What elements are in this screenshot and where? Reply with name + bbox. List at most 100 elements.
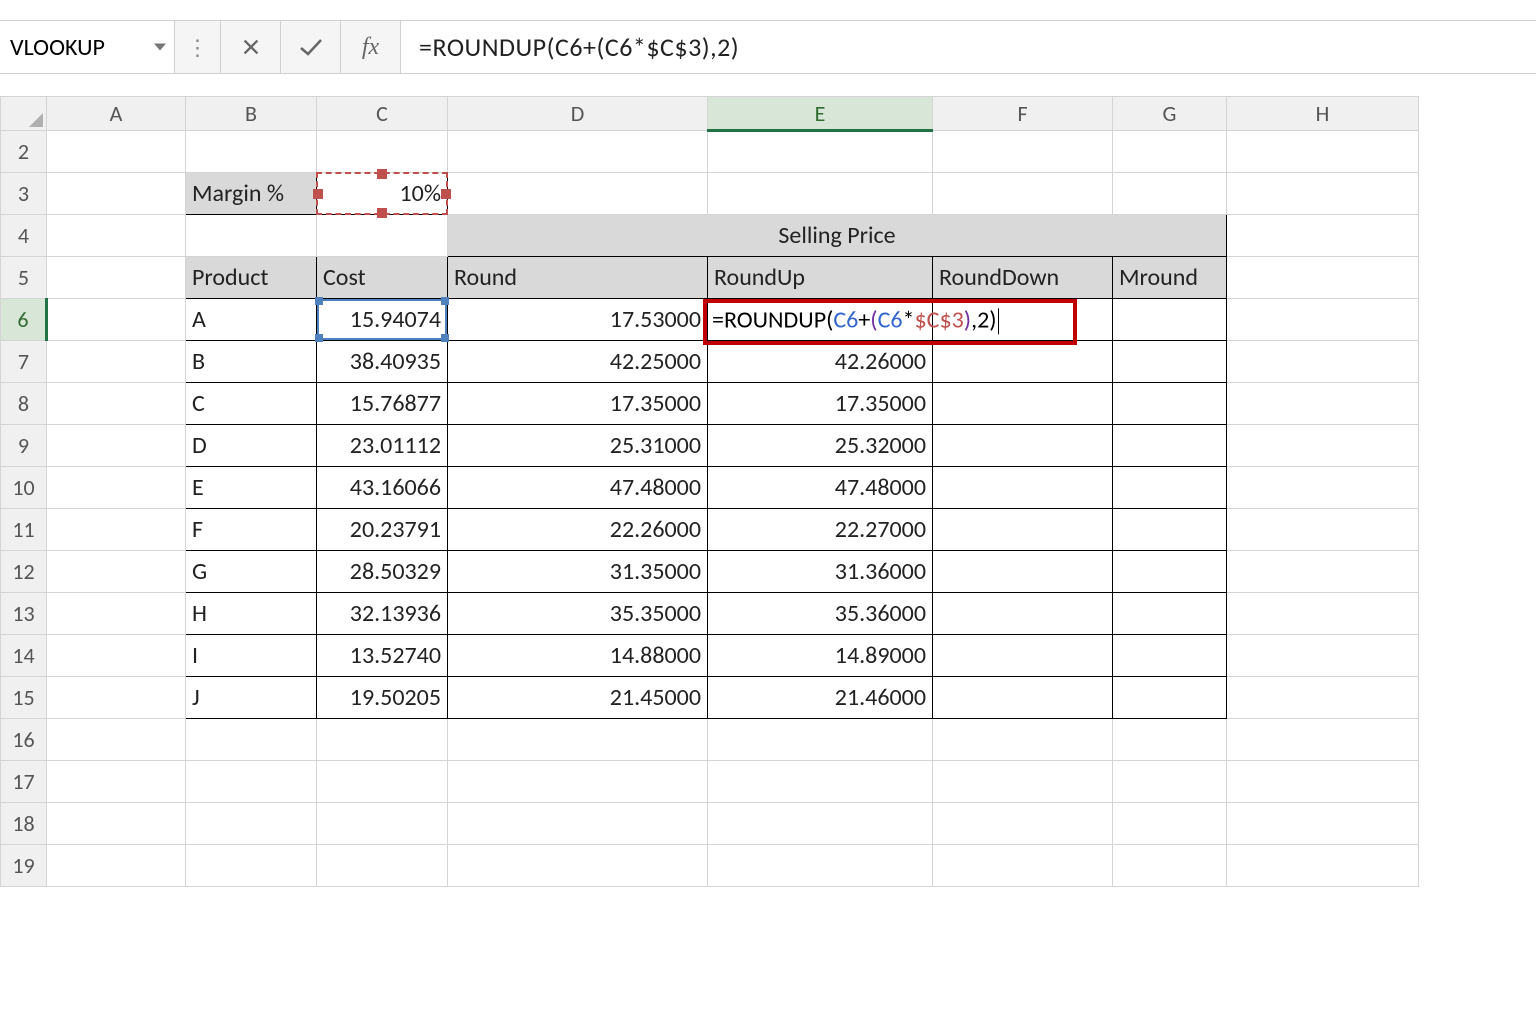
cell-D12[interactable]: 31.35000: [448, 551, 708, 593]
cell-E9[interactable]: 25.32000: [708, 425, 933, 467]
name-box-dropdown-icon[interactable]: [154, 44, 166, 51]
cell-C3[interactable]: 10%: [317, 173, 448, 215]
cell-D5[interactable]: Round: [448, 257, 708, 299]
cell-G10[interactable]: [1113, 467, 1227, 509]
cell-C13[interactable]: 32.13936: [317, 593, 448, 635]
row-header-9[interactable]: 9: [1, 425, 47, 467]
cell-G7[interactable]: [1113, 341, 1227, 383]
cell-G9[interactable]: [1113, 425, 1227, 467]
cell-C12[interactable]: 28.50329: [317, 551, 448, 593]
col-header-F[interactable]: F: [933, 97, 1113, 131]
row-header-19[interactable]: 19: [1, 845, 47, 887]
cell-B12[interactable]: G: [186, 551, 317, 593]
cell-E5[interactable]: RoundUp: [708, 257, 933, 299]
cell-C8[interactable]: 15.76877: [317, 383, 448, 425]
cell-E10[interactable]: 47.48000: [708, 467, 933, 509]
cell-C9[interactable]: 23.01112: [317, 425, 448, 467]
cell-D6[interactable]: 17.53000: [448, 299, 708, 341]
cell-F13[interactable]: [933, 593, 1113, 635]
cell-G12[interactable]: [1113, 551, 1227, 593]
cell-E14[interactable]: 14.89000: [708, 635, 933, 677]
cell-D9[interactable]: 25.31000: [448, 425, 708, 467]
col-header-C[interactable]: C: [317, 97, 448, 131]
row-header-17[interactable]: 17: [1, 761, 47, 803]
col-header-D[interactable]: D: [448, 97, 708, 131]
cell-B15[interactable]: J: [186, 677, 317, 719]
cell-B5[interactable]: Product: [186, 257, 317, 299]
cell-F10[interactable]: [933, 467, 1113, 509]
cell-B7[interactable]: B: [186, 341, 317, 383]
cell-B14[interactable]: I: [186, 635, 317, 677]
cell-D13[interactable]: 35.35000: [448, 593, 708, 635]
cell-E11[interactable]: 22.27000: [708, 509, 933, 551]
row-header-4[interactable]: 4: [1, 215, 47, 257]
cell-C7[interactable]: 38.40935: [317, 341, 448, 383]
cell-B13[interactable]: H: [186, 593, 317, 635]
cell-G15[interactable]: [1113, 677, 1227, 719]
cell-F9[interactable]: [933, 425, 1113, 467]
cell-D8[interactable]: 17.35000: [448, 383, 708, 425]
row-header-11[interactable]: 11: [1, 509, 47, 551]
cell-D10[interactable]: 47.48000: [448, 467, 708, 509]
cell-D14[interactable]: 14.88000: [448, 635, 708, 677]
cell-E6-formula-edit[interactable]: =ROUNDUP(C6+(C6*$C$3),2): [712, 305, 999, 334]
cell-F14[interactable]: [933, 635, 1113, 677]
col-header-A[interactable]: A: [47, 97, 186, 131]
row-header-10[interactable]: 10: [1, 467, 47, 509]
select-all-corner[interactable]: [1, 97, 47, 131]
cell-B8[interactable]: C: [186, 383, 317, 425]
row-header-12[interactable]: 12: [1, 551, 47, 593]
row-header-14[interactable]: 14: [1, 635, 47, 677]
spreadsheet-grid[interactable]: A B C D E F G H 2 3 Margin % 10%: [0, 96, 1536, 887]
cell-B9[interactable]: D: [186, 425, 317, 467]
row-header-7[interactable]: 7: [1, 341, 47, 383]
row-header-3[interactable]: 3: [1, 173, 47, 215]
cell-E7[interactable]: 42.26000: [708, 341, 933, 383]
row-header-8[interactable]: 8: [1, 383, 47, 425]
cell-C10[interactable]: 43.16066: [317, 467, 448, 509]
cell-E12[interactable]: 31.36000: [708, 551, 933, 593]
cell-C15[interactable]: 19.50205: [317, 677, 448, 719]
cell-G6[interactable]: [1113, 299, 1227, 341]
cell-B11[interactable]: F: [186, 509, 317, 551]
cell-G14[interactable]: [1113, 635, 1227, 677]
cell-F8[interactable]: [933, 383, 1113, 425]
row-header-2[interactable]: 2: [1, 131, 47, 173]
cell-E15[interactable]: 21.46000: [708, 677, 933, 719]
cell-B10[interactable]: E: [186, 467, 317, 509]
enter-button[interactable]: [281, 21, 341, 73]
cell-B3[interactable]: Margin %: [186, 173, 317, 215]
row-header-5[interactable]: 5: [1, 257, 47, 299]
cell-D15[interactable]: 21.45000: [448, 677, 708, 719]
cell-C14[interactable]: 13.52740: [317, 635, 448, 677]
insert-function-button[interactable]: fx: [341, 21, 401, 73]
cell-F5[interactable]: RoundDown: [933, 257, 1113, 299]
cell-G8[interactable]: [1113, 383, 1227, 425]
name-box[interactable]: [0, 21, 175, 73]
cell-F7[interactable]: [933, 341, 1113, 383]
cell-D7[interactable]: 42.25000: [448, 341, 708, 383]
cell-D11[interactable]: 22.26000: [448, 509, 708, 551]
row-header-13[interactable]: 13: [1, 593, 47, 635]
cell-E6[interactable]: =ROUNDUP(C6+(C6*$C$3),2): [708, 299, 933, 341]
cell-B6[interactable]: A: [186, 299, 317, 341]
col-header-E[interactable]: E: [708, 97, 933, 131]
row-header-6[interactable]: 6: [1, 299, 47, 341]
col-header-G[interactable]: G: [1113, 97, 1227, 131]
formula-input[interactable]: =ROUNDUP(C6+(C6*$C$3),2): [401, 21, 1536, 73]
cell-G11[interactable]: [1113, 509, 1227, 551]
row-header-15[interactable]: 15: [1, 677, 47, 719]
cell-C5[interactable]: Cost: [317, 257, 448, 299]
cell-G13[interactable]: [1113, 593, 1227, 635]
cell-F12[interactable]: [933, 551, 1113, 593]
cell-F15[interactable]: [933, 677, 1113, 719]
row-header-16[interactable]: 16: [1, 719, 47, 761]
cell-selling-price-header[interactable]: Selling Price: [448, 215, 1227, 257]
cell-G5[interactable]: Mround: [1113, 257, 1227, 299]
cell-C11[interactable]: 20.23791: [317, 509, 448, 551]
cell-E13[interactable]: 35.36000: [708, 593, 933, 635]
cell-E8[interactable]: 17.35000: [708, 383, 933, 425]
cell-C6[interactable]: 15.94074: [317, 299, 448, 341]
cancel-button[interactable]: [221, 21, 281, 73]
cell-F11[interactable]: [933, 509, 1113, 551]
